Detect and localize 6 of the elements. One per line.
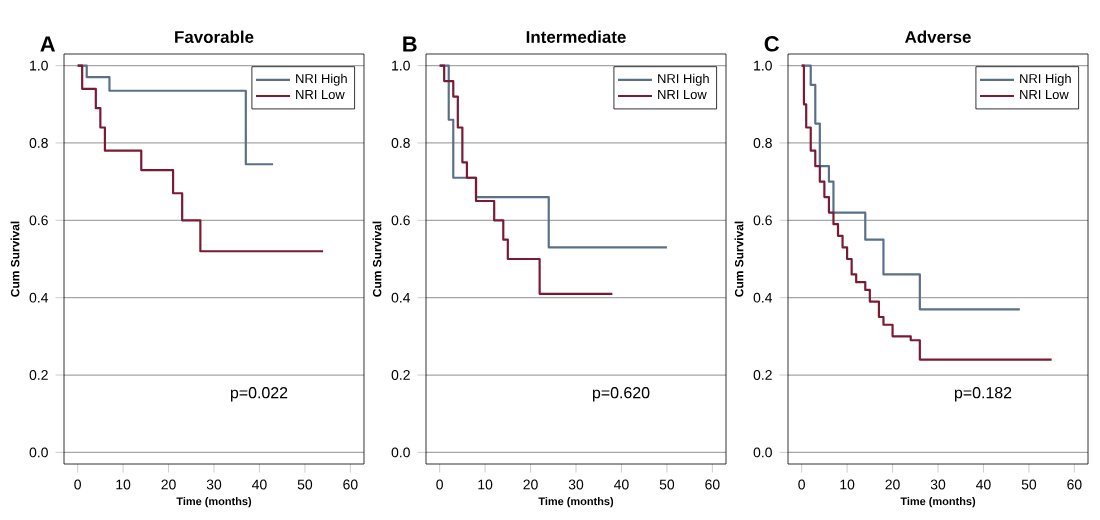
text: B — [403, 36, 417, 52]
chart-title: Intermediate — [526, 30, 626, 43]
text: C — [764, 36, 780, 52]
text: A — [40, 36, 56, 52]
chart-title: Adverse — [904, 30, 971, 43]
chart-title: Favorable — [175, 30, 254, 43]
